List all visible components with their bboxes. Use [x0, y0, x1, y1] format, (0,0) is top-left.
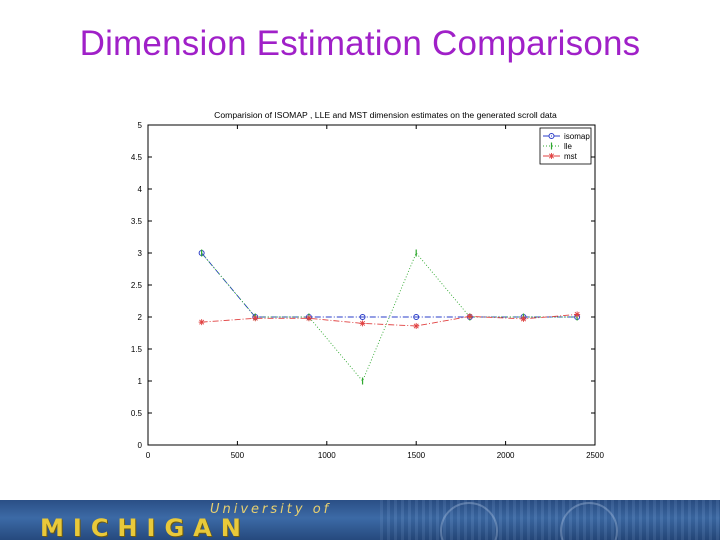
legend-marker-mst — [548, 153, 555, 159]
data-point-isomap — [359, 314, 366, 320]
y-tick-label: 0 — [138, 441, 143, 450]
data-point-mst-stroke — [574, 311, 580, 317]
y-tick-label: 2 — [138, 313, 143, 322]
footer-texture — [380, 500, 720, 540]
y-tick-label: 4 — [138, 185, 143, 194]
chart-title: Comparision of ISOMAP , LLE and MST dime… — [214, 110, 557, 120]
legend-marker-mst-stroke — [548, 153, 555, 159]
x-tick-label: 2500 — [586, 451, 604, 460]
x-tick-label: 2000 — [497, 451, 515, 460]
data-point-isomap — [413, 314, 420, 320]
y-tick-label: 3.5 — [131, 217, 143, 226]
data-point-mst — [413, 322, 420, 329]
data-point-mst-stroke — [306, 315, 312, 321]
y-tick-label: 3 — [138, 249, 143, 258]
x-tick-label: 1000 — [318, 451, 336, 460]
legend-label-isomap: isomap — [564, 132, 590, 141]
y-tick-label: 0.5 — [131, 409, 143, 418]
series-line-isomap — [201, 252, 578, 318]
university-wordmark-top: University of — [210, 502, 332, 517]
data-point-mst — [252, 315, 259, 322]
legend-label-lle: lle — [564, 142, 573, 151]
legend-marker-isomap — [548, 133, 555, 139]
data-point-mst-stroke — [360, 320, 366, 326]
chart: Comparision of ISOMAP , LLE and MST dime… — [131, 110, 605, 460]
y-tick-label: 1.5 — [131, 345, 143, 354]
data-point-mst — [520, 315, 527, 322]
data-point-mst-stroke — [199, 319, 205, 325]
data-point-mst-stroke — [467, 313, 473, 319]
data-point-mst-stroke — [520, 316, 526, 322]
university-wordmark-main: MICHIGAN — [40, 514, 250, 540]
legend-label-mst: mst — [564, 152, 578, 161]
y-tick-label: 2.5 — [131, 281, 143, 290]
data-point-mst — [359, 320, 366, 327]
y-tick-label: 1 — [138, 377, 143, 386]
x-tick-label: 0 — [146, 451, 151, 460]
data-point-mst — [574, 311, 581, 318]
data-point-mst-stroke — [413, 323, 419, 329]
series-line-mst — [201, 313, 578, 327]
x-tick-label: 500 — [231, 451, 245, 460]
data-point-mst-stroke — [252, 315, 258, 321]
data-point-mst — [466, 313, 473, 320]
y-tick-label: 4.5 — [131, 153, 143, 162]
legend-box — [539, 127, 592, 165]
data-point-mst — [305, 315, 312, 322]
x-tick-label: 1500 — [407, 451, 425, 460]
slide-title: Dimension Estimation Comparisons — [79, 24, 641, 63]
plot-frame — [147, 124, 596, 446]
data-point-mst — [198, 319, 205, 326]
university-footer-banner: University of MICHIGAN — [0, 500, 720, 540]
y-tick-label: 5 — [138, 121, 143, 130]
